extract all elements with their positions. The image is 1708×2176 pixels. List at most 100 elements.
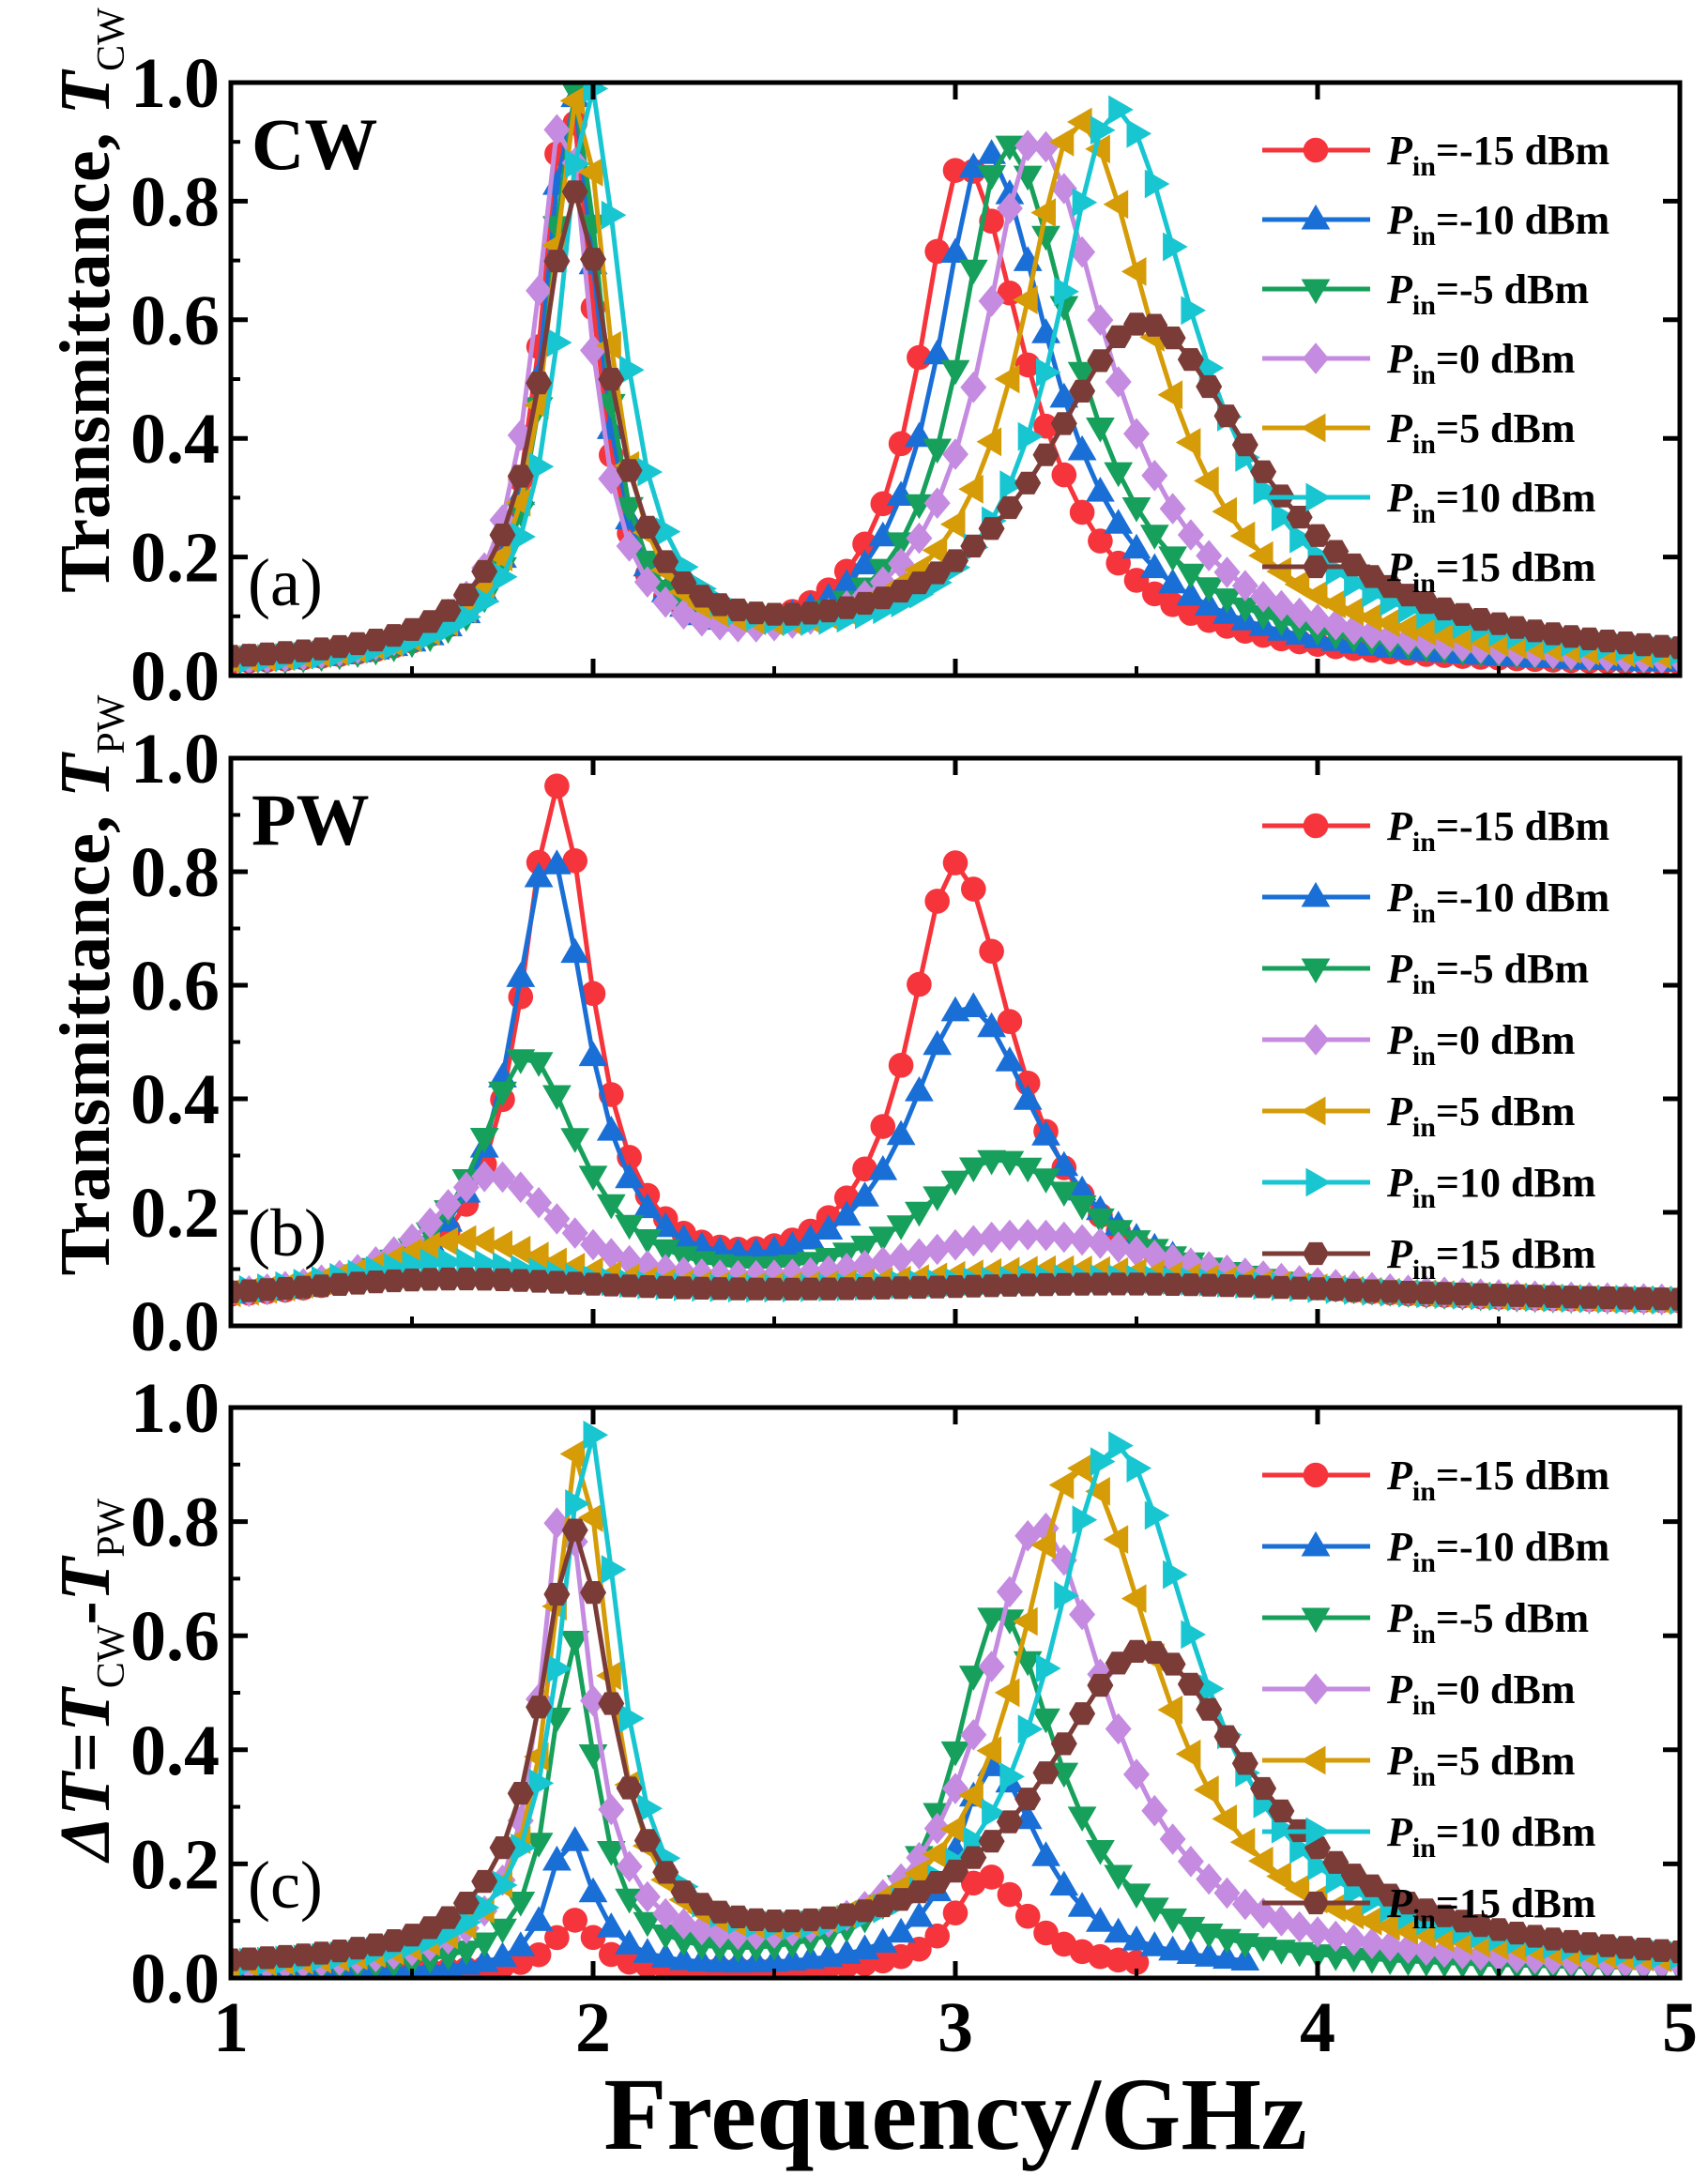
data-point [633,1229,663,1255]
data-point [797,1908,824,1932]
data-point [960,371,987,403]
x-tick-label: 2 [575,1988,611,2067]
data-point [583,1420,609,1450]
data-point [469,1226,495,1255]
y-tick-label: 0.6 [130,282,220,360]
data-point [615,1163,644,1189]
data-point [1144,169,1170,199]
data-point [888,1276,915,1300]
data-point [290,1943,317,1967]
legend-p: P [1386,1738,1413,1784]
data-point [978,1221,1005,1254]
data-point [562,1908,587,1933]
data-point [905,1201,934,1227]
data-point [650,1239,680,1265]
data-point [1163,232,1188,262]
legend-value: =5 dBm [1436,1088,1576,1134]
data-point [633,1911,663,1938]
data-point [1503,1284,1531,1307]
data-point [1358,1927,1385,1959]
legend-sub: in [1412,568,1436,599]
data-point [1576,1932,1603,1955]
data-point [1050,1221,1077,1254]
y-tick-label: 0.0 [130,1940,220,2018]
data-point [489,1161,516,1194]
legend-sub: in [1412,429,1436,460]
data-point [1141,1640,1168,1665]
legend-p: P [1386,1453,1413,1499]
data-point [906,1238,933,1271]
data-point [1050,173,1077,205]
legend-sub: in [1412,151,1436,182]
data-point [1014,471,1042,495]
y-tick-label: 0.6 [130,947,220,1026]
data-point [615,1929,644,1955]
ylabel-main: Transmittance, [46,798,125,1275]
data-point [1086,418,1115,443]
data-point [511,1834,536,1863]
data-point [1032,443,1060,466]
data-point [1594,1286,1621,1310]
data-point [1014,352,1041,378]
legend-marker [1303,1024,1329,1056]
data-point [1121,1584,1147,1613]
data-point [542,1085,572,1111]
x-tick-label: 4 [1300,1988,1335,2067]
data-point [940,1170,970,1196]
legend-sub: in [1412,1476,1436,1507]
data-point [1032,1761,1060,1785]
data-point [511,522,536,552]
data-point [923,561,951,585]
legend-sub: in [1412,498,1436,529]
data-point [906,522,933,555]
legend-p: P [1386,405,1413,451]
data-point [1467,1283,1494,1306]
data-point [1105,325,1132,348]
ylabel-var: T [46,1686,125,1732]
data-point [1086,1208,1115,1234]
data-point [362,1271,389,1294]
data-point [1013,1085,1043,1110]
data-point [1248,1846,1273,1876]
data-point [1393,613,1418,643]
data-point [995,135,1025,161]
data-point [596,1841,626,1866]
data-point [598,1692,625,1715]
data-point [1051,462,1077,488]
panel-label: (b) [248,1195,327,1271]
data-point [1017,421,1044,451]
legend-p: P [1386,1231,1413,1277]
data-point [271,1944,298,1969]
data-point [471,1161,498,1193]
data-point [1054,277,1079,307]
data-point [977,139,1006,164]
data-point [1630,632,1657,657]
data-point [580,1684,606,1717]
data-point [1395,1281,1422,1304]
data-point [939,1814,966,1844]
legend-entry-10: Pin=10 dBm [1262,1809,1595,1864]
data-point [433,1226,459,1256]
data-point [1198,1674,1225,1703]
data-point [1123,1950,1150,1975]
data-point [1087,1227,1114,1259]
data-point [1289,1834,1315,1864]
data-point [796,1224,825,1250]
data-point [831,569,862,594]
y-tick-label: 0.4 [130,400,220,479]
data-point [1338,1900,1365,1930]
data-point [1067,1453,1092,1484]
data-point [1067,1892,1097,1917]
data-point [1126,1453,1152,1483]
legend-marker [1300,1096,1326,1126]
data-point [1395,1932,1422,1965]
data-point [417,1916,444,1940]
legend-value: =-15 dBm [1436,803,1609,849]
data-point [417,1207,444,1240]
legend-label: Pin=0 dBm [1386,1017,1575,1072]
data-point [960,534,987,558]
data-point [633,515,661,539]
data-point [724,1905,752,1928]
data-point [1268,1275,1295,1300]
data-point [761,602,787,626]
